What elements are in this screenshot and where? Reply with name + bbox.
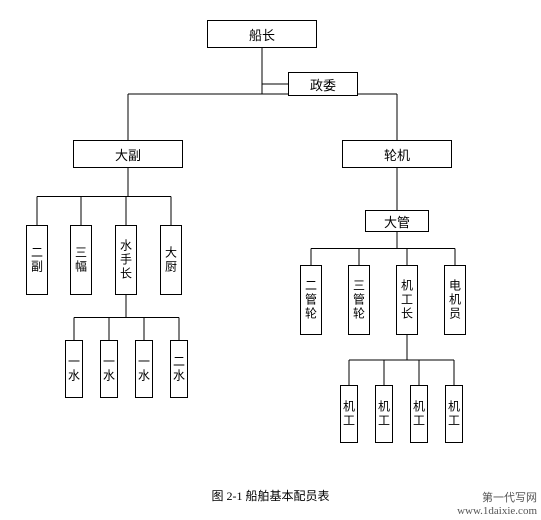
- node-s2: 一水: [100, 340, 118, 398]
- node-dianji: 电机员: [444, 265, 466, 335]
- node-s4: 二水: [170, 340, 188, 398]
- node-s3: 一水: [135, 340, 153, 398]
- node-dachu: 大厨: [160, 225, 182, 295]
- watermark-line2: www.1daixie.com: [457, 505, 537, 518]
- node-sanguan: 三管轮: [348, 265, 370, 335]
- node-sanfu: 三幅: [70, 225, 92, 295]
- node-s1: 一水: [65, 340, 83, 398]
- node-boatswain: 水手长: [115, 225, 137, 295]
- node-captain: 船长: [207, 20, 317, 48]
- node-m3: 机工: [410, 385, 428, 443]
- figure-caption: 图 2-1 船舶基本配员表: [10, 487, 531, 504]
- node-dafu: 大副: [73, 140, 183, 168]
- node-m1: 机工: [340, 385, 358, 443]
- watermark: 第一代写网 www.1daixie.com: [457, 492, 537, 518]
- node-erguan: 二管轮: [300, 265, 322, 335]
- watermark-line1: 第一代写网: [457, 492, 537, 505]
- org-chart: 船长政委大副轮机大管二副三幅水手长大厨二管轮三管轮机工长电机员一水一水一水二水机…: [10, 10, 531, 475]
- node-political: 政委: [288, 72, 358, 96]
- node-m2: 机工: [375, 385, 393, 443]
- node-erfu: 二副: [26, 225, 48, 295]
- node-lunji: 轮机: [342, 140, 452, 168]
- node-m4: 机工: [445, 385, 463, 443]
- node-daguan: 大管: [365, 210, 429, 232]
- node-jigongz: 机工长: [396, 265, 418, 335]
